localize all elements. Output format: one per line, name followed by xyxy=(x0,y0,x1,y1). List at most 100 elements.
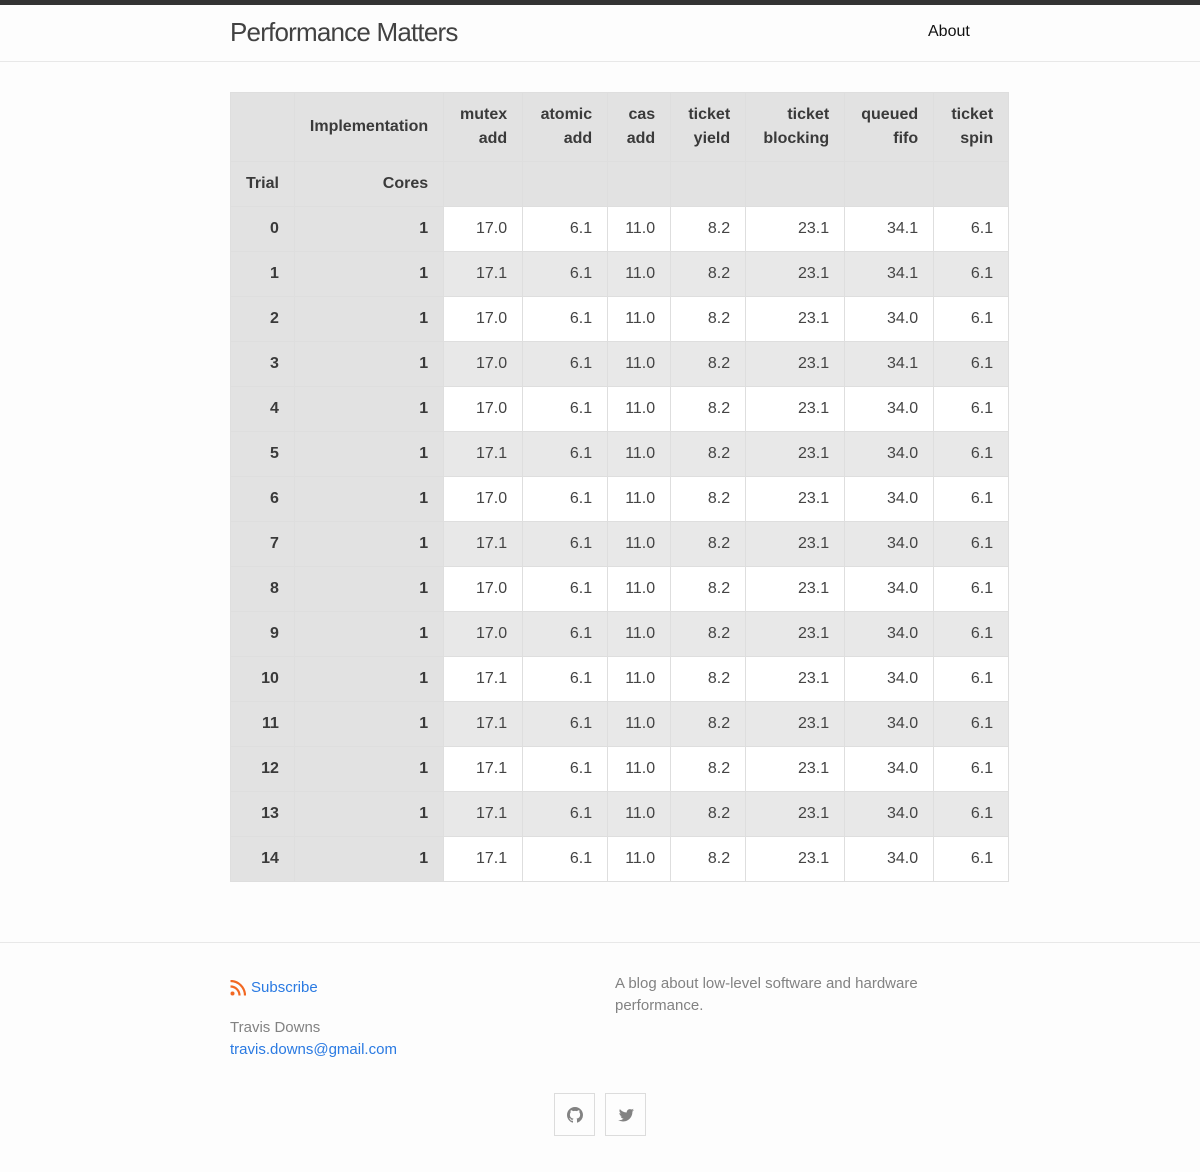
table-row: 4 1 17.0 6.1 11.0 8.2 23.1 34.0 6.1 xyxy=(230,386,1010,432)
value-cell: 8.2 xyxy=(670,566,747,612)
value-cell: 23.1 xyxy=(745,386,846,432)
value-cell: 17.1 xyxy=(443,521,524,567)
value-cell: 11.0 xyxy=(607,206,672,252)
trial-cell: 7 xyxy=(230,521,295,567)
value-cell: 17.0 xyxy=(443,296,524,342)
value-cell: 6.1 xyxy=(522,251,609,297)
cores-cell: 1 xyxy=(293,206,445,252)
table-row: 7 1 17.1 6.1 11.0 8.2 23.1 34.0 6.1 xyxy=(230,521,1010,567)
trial-cell: 13 xyxy=(230,791,295,837)
value-cell: 8.2 xyxy=(670,611,747,657)
value-cell: 8.2 xyxy=(670,656,747,702)
value-cell: 11.0 xyxy=(607,476,672,522)
value-cell: 17.0 xyxy=(443,386,524,432)
value-cell: 6.1 xyxy=(522,611,609,657)
trial-cell: 1 xyxy=(230,251,295,297)
value-cell: 6.1 xyxy=(933,296,1010,342)
value-cell: 11.0 xyxy=(607,296,672,342)
table-row: 9 1 17.0 6.1 11.0 8.2 23.1 34.0 6.1 xyxy=(230,611,1010,657)
table-row: 12 1 17.1 6.1 11.0 8.2 23.1 34.0 6.1 xyxy=(230,746,1010,792)
cores-cell: 1 xyxy=(293,611,445,657)
cores-cell: 1 xyxy=(293,476,445,522)
table-row: 1 1 17.1 6.1 11.0 8.2 23.1 34.1 6.1 xyxy=(230,251,1010,297)
header-label: ticket yield xyxy=(688,106,731,147)
subheader-empty-cell xyxy=(844,161,935,207)
value-cell: 8.2 xyxy=(670,251,747,297)
header-atomic-add: atomic add xyxy=(522,92,609,162)
header-mutex-add: mutex add xyxy=(443,92,524,162)
table-row: 8 1 17.0 6.1 11.0 8.2 23.1 34.0 6.1 xyxy=(230,566,1010,612)
value-cell: 6.1 xyxy=(522,656,609,702)
value-cell: 8.2 xyxy=(670,701,747,747)
author-email-link[interactable]: travis.downs@gmail.com xyxy=(230,1041,397,1058)
subscribe-link[interactable]: Subscribe xyxy=(230,979,318,996)
value-cell: 34.0 xyxy=(844,431,935,477)
site-title-link[interactable]: Performance Matters xyxy=(230,17,458,47)
value-cell: 17.1 xyxy=(443,251,524,297)
table-subheader-row: Trial Cores xyxy=(230,161,1010,207)
trial-cell: 6 xyxy=(230,476,295,522)
site-header: Performance Matters About xyxy=(0,5,1200,62)
rss-icon xyxy=(230,979,247,996)
value-cell: 23.1 xyxy=(745,701,846,747)
value-cell: 8.2 xyxy=(670,296,747,342)
value-cell: 8.2 xyxy=(670,521,747,567)
subheader-empty-cell xyxy=(607,161,672,207)
header-label: atomic add xyxy=(540,106,593,147)
value-cell: 6.1 xyxy=(522,701,609,747)
social-links xyxy=(554,1093,646,1136)
table-body: 0 1 17.0 6.1 11.0 8.2 23.1 34.1 6.1 1 1 17.1 6.1 11.0… xyxy=(230,206,1010,882)
trial-cell: 5 xyxy=(230,431,295,477)
value-cell: 17.1 xyxy=(443,431,524,477)
top-accent-bar xyxy=(0,0,1200,5)
cores-cell: 1 xyxy=(293,656,445,702)
trial-cell: 8 xyxy=(230,566,295,612)
value-cell: 6.1 xyxy=(933,836,1010,882)
value-cell: 34.0 xyxy=(844,836,935,882)
nav-link-about[interactable]: About xyxy=(928,23,970,40)
value-cell: 6.1 xyxy=(522,476,609,522)
value-cell: 8.2 xyxy=(670,746,747,792)
value-cell: 11.0 xyxy=(607,386,672,432)
trial-cell: 9 xyxy=(230,611,295,657)
table-row: 2 1 17.0 6.1 11.0 8.2 23.1 34.0 6.1 xyxy=(230,296,1010,342)
value-cell: 11.0 xyxy=(607,611,672,657)
value-cell: 23.1 xyxy=(745,611,846,657)
value-cell: 17.0 xyxy=(443,611,524,657)
cores-cell: 1 xyxy=(293,251,445,297)
twitter-icon xyxy=(617,1107,634,1123)
value-cell: 11.0 xyxy=(607,521,672,567)
value-cell: 6.1 xyxy=(933,386,1010,432)
github-icon xyxy=(566,1106,583,1123)
header-cores: Cores xyxy=(293,161,445,207)
value-cell: 23.1 xyxy=(745,791,846,837)
cores-cell: 1 xyxy=(293,836,445,882)
value-cell: 17.1 xyxy=(443,836,524,882)
cores-cell: 1 xyxy=(293,791,445,837)
value-cell: 34.1 xyxy=(844,206,935,252)
github-link[interactable] xyxy=(554,1093,595,1136)
subheader-empty-cell xyxy=(670,161,747,207)
value-cell: 6.1 xyxy=(522,386,609,432)
cores-cell: 1 xyxy=(293,746,445,792)
table-row: 6 1 17.0 6.1 11.0 8.2 23.1 34.0 6.1 xyxy=(230,476,1010,522)
table-row: 3 1 17.0 6.1 11.0 8.2 23.1 34.1 6.1 xyxy=(230,341,1010,387)
value-cell: 17.0 xyxy=(443,341,524,387)
value-cell: 8.2 xyxy=(670,836,747,882)
value-cell: 23.1 xyxy=(745,206,846,252)
value-cell: 34.1 xyxy=(844,251,935,297)
value-cell: 11.0 xyxy=(607,836,672,882)
subscribe-label: Subscribe xyxy=(251,979,318,996)
value-cell: 6.1 xyxy=(522,296,609,342)
value-cell: 6.1 xyxy=(933,206,1010,252)
header-label: mutex add xyxy=(460,106,508,147)
subheader-empty-cell xyxy=(933,161,1010,207)
subheader-empty-cell xyxy=(443,161,524,207)
value-cell: 11.0 xyxy=(607,341,672,387)
twitter-link[interactable] xyxy=(605,1093,646,1136)
value-cell: 6.1 xyxy=(933,611,1010,657)
value-cell: 11.0 xyxy=(607,656,672,702)
trial-cell: 12 xyxy=(230,746,295,792)
header-ticket-yield: ticket yield xyxy=(670,92,747,162)
table-row: 0 1 17.0 6.1 11.0 8.2 23.1 34.1 6.1 xyxy=(230,206,1010,252)
